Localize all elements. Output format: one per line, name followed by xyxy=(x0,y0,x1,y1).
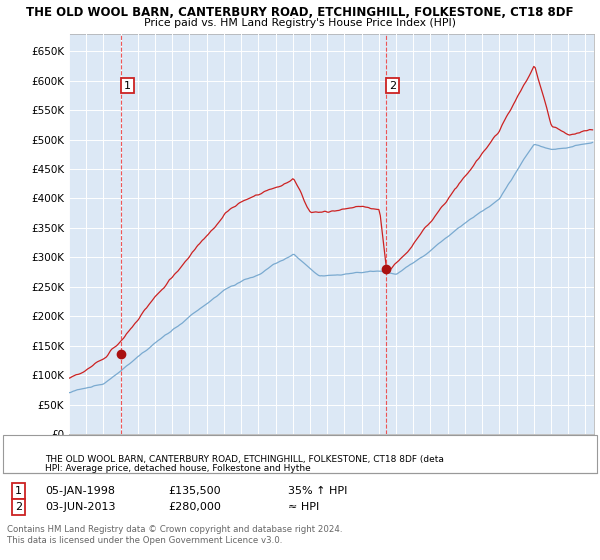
Text: 03-JUN-2013: 03-JUN-2013 xyxy=(45,502,115,512)
Text: 1: 1 xyxy=(15,486,22,496)
Text: 05-JAN-1998: 05-JAN-1998 xyxy=(45,486,115,496)
Text: 2: 2 xyxy=(389,81,396,91)
Text: HPI: Average price, detached house, Folkestone and Hythe: HPI: Average price, detached house, Folk… xyxy=(45,464,311,473)
Text: 2: 2 xyxy=(15,502,22,512)
Text: THE OLD WOOL BARN, CANTERBURY ROAD, ETCHINGHILL, FOLKESTONE, CT18 8DF (deta: THE OLD WOOL BARN, CANTERBURY ROAD, ETCH… xyxy=(45,455,444,464)
Text: £280,000: £280,000 xyxy=(168,502,221,512)
Text: Contains HM Land Registry data © Crown copyright and database right 2024.
This d: Contains HM Land Registry data © Crown c… xyxy=(7,525,343,545)
Text: 1: 1 xyxy=(124,81,131,91)
Text: Price paid vs. HM Land Registry's House Price Index (HPI): Price paid vs. HM Land Registry's House … xyxy=(144,18,456,28)
Text: 35% ↑ HPI: 35% ↑ HPI xyxy=(288,486,347,496)
Text: THE OLD WOOL BARN, CANTERBURY ROAD, ETCHINGHILL, FOLKESTONE, CT18 8DF: THE OLD WOOL BARN, CANTERBURY ROAD, ETCH… xyxy=(26,6,574,18)
Text: £135,500: £135,500 xyxy=(168,486,221,496)
Text: ≈ HPI: ≈ HPI xyxy=(288,502,319,512)
